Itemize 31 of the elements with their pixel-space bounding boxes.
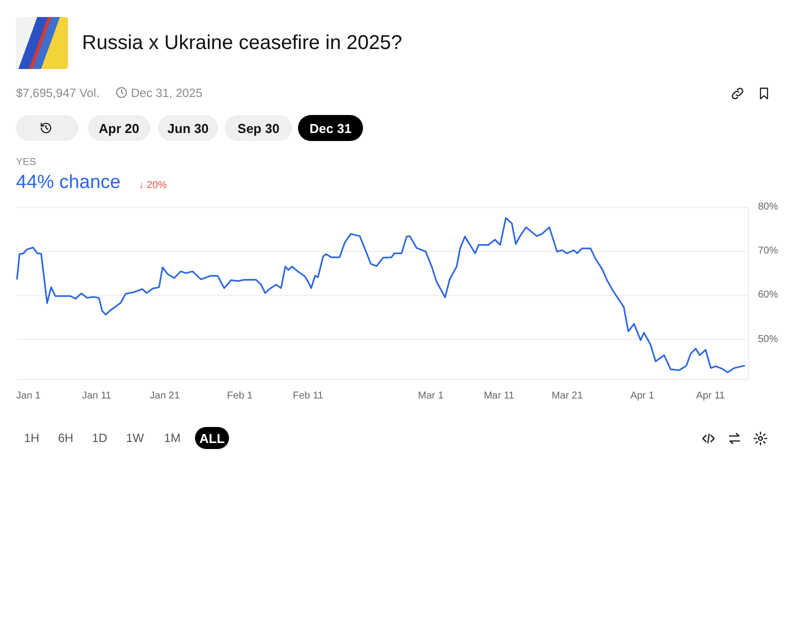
x-tick-label: Apr 1 (630, 390, 655, 402)
text: Sep 30 (225, 115, 292, 141)
x-tick-label: Jan 11 (82, 390, 112, 402)
text: Dec 31 (298, 115, 363, 141)
text: YES (16, 157, 36, 168)
text: 44% chance (16, 172, 121, 194)
x-tick-label: Feb 11 (292, 390, 324, 402)
x-tick-label: Jan 21 (150, 390, 180, 402)
y-tick-label: 80% (758, 202, 778, 212)
text: 6H (58, 431, 74, 445)
text: Dec 31, 2025 (131, 86, 202, 100)
text: 1M (164, 431, 181, 445)
x-tick-label: Jan 1 (16, 390, 42, 402)
chart-subtitle: $7,695,947 Vol. (16, 86, 100, 100)
x-tick-label: Mar 11 (484, 390, 515, 402)
text: ↓ 20% (139, 180, 167, 191)
text: 1D (92, 431, 108, 445)
chart-title: Russia x Ukraine ceasefire in 2025? (82, 32, 402, 55)
x-tick-label: Mar 21 (552, 390, 584, 402)
text: Jun 30 (158, 115, 218, 141)
text: Apr 20 (88, 115, 150, 141)
x-tick-label: Feb 1 (227, 390, 254, 402)
y-tick-label: 50% (758, 334, 778, 345)
text: 1W (126, 431, 144, 445)
line-series (16, 217, 746, 374)
text: 1H (24, 431, 40, 445)
y-tick-label: 70% (758, 246, 778, 257)
y-tick-label: 60% (758, 290, 778, 301)
text: ALL (195, 427, 229, 449)
x-tick-label: Apr 11 (696, 390, 726, 402)
x-tick-label: Mar 1 (418, 390, 444, 402)
